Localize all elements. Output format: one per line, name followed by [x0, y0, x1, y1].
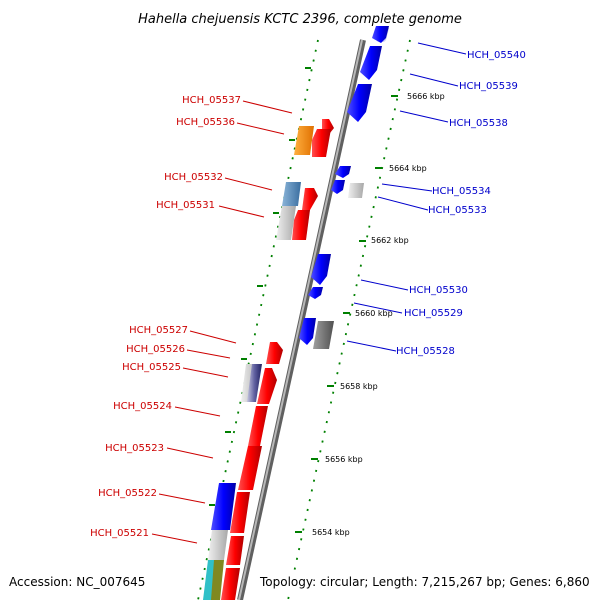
gene-label[interactable]: HCH_05522 — [98, 488, 157, 499]
scale-ticks — [209, 67, 398, 533]
gene-label[interactable]: HCH_05530 — [409, 285, 468, 296]
leader-lines-left — [151, 100, 293, 544]
gene-hch-05536-orange[interactable] — [294, 126, 314, 155]
gene-label[interactable]: HCH_05528 — [396, 346, 455, 357]
gene-label[interactable]: HCH_05539 — [459, 81, 518, 92]
gene-hch-05533[interactable] — [348, 183, 364, 198]
gene-hch-05534[interactable] — [335, 166, 351, 178]
gene-label[interactable]: HCH_05521 — [90, 528, 149, 539]
gene-label[interactable]: HCH_05529 — [404, 308, 463, 319]
tick-label: 5666 kbp — [407, 92, 445, 101]
gene-label[interactable]: HCH_05531 — [156, 200, 215, 211]
gene-hch-05522[interactable] — [230, 492, 250, 533]
gene-label[interactable]: HCH_05532 — [164, 172, 223, 183]
gene-hch-05521-grey[interactable] — [208, 530, 228, 560]
gene-bottom-red[interactable] — [221, 568, 240, 600]
gene-hch-05538[interactable] — [347, 84, 372, 122]
gene-hch-05532-red[interactable] — [302, 188, 318, 210]
genome-backbone — [237, 39, 366, 600]
gene-label[interactable]: HCH_05537 — [182, 95, 241, 106]
gene-label[interactable]: HCH_05540 — [467, 50, 526, 61]
genome-summary: Topology: circular; Length: 7,215,267 bp… — [259, 575, 590, 589]
map-title: Hahella chejuensis KCTC 2396, complete g… — [138, 12, 462, 27]
gene-olive[interactable] — [211, 560, 224, 600]
tick-label: 5664 kbp — [389, 164, 427, 173]
tick-labels: 5666 kbp 5664 kbp 5662 kbp 5660 kbp 5658… — [312, 92, 445, 537]
gene-label[interactable]: HCH_05527 — [129, 325, 188, 336]
gene-label[interactable]: HCH_05525 — [122, 362, 181, 373]
accession-label: Accession: NC_007645 — [9, 575, 145, 589]
gene-hch-05540-arrow[interactable] — [372, 26, 389, 43]
gene-hch-05528-operon[interactable] — [313, 321, 334, 349]
gene-hch-05521[interactable] — [226, 536, 244, 565]
gene-hch-05525[interactable] — [247, 364, 262, 402]
gene-label[interactable]: HCH_05533 — [428, 205, 487, 216]
gene-hch-05532[interactable] — [282, 182, 301, 206]
leader-lines-right — [346, 42, 467, 352]
tick-label: 5656 kbp — [325, 455, 363, 464]
gene-labels-left: HCH_05537 HCH_05536 HCH_05532 HCH_05531 … — [90, 95, 241, 539]
tick-label: 5662 kbp — [371, 236, 409, 245]
tick-label: 5660 kbp — [355, 309, 393, 318]
gene-hch-05539[interactable] — [360, 46, 382, 80]
gene-hch-05536[interactable] — [312, 129, 331, 157]
gene-label[interactable]: HCH_05536 — [176, 117, 235, 128]
gene-hch-05531-grey[interactable] — [276, 206, 296, 240]
gene-hch-05524[interactable] — [248, 406, 268, 446]
gene-hch-05527[interactable] — [266, 342, 283, 364]
gene-hch-05528[interactable] — [299, 318, 316, 345]
gene-labels-right: HCH_05540 HCH_05539 HCH_05538 HCH_05534 … — [396, 50, 526, 357]
gene-hch-05525-red[interactable] — [257, 368, 277, 404]
reverse-strand-genes — [299, 26, 389, 349]
gene-hch-05533-arrow[interactable] — [331, 180, 345, 194]
gene-hch-05531[interactable] — [292, 210, 310, 240]
gene-label[interactable]: HCH_05526 — [126, 344, 185, 355]
forward-strand-genes — [203, 119, 334, 600]
gene-hch-05523[interactable] — [238, 446, 262, 490]
gene-hch-05530[interactable] — [311, 254, 331, 285]
gene-label[interactable]: HCH_05523 — [105, 443, 164, 454]
gene-hch-05522-blue[interactable] — [211, 483, 236, 530]
tick-label: 5658 kbp — [340, 382, 378, 391]
gene-label[interactable]: HCH_05534 — [432, 186, 491, 197]
tick-label: 5654 kbp — [312, 528, 350, 537]
footer-right-bg — [255, 570, 600, 594]
footer-left-bg — [0, 570, 155, 594]
gene-label[interactable]: HCH_05538 — [449, 118, 508, 129]
gene-hch-05529[interactable] — [308, 287, 323, 299]
gene-label[interactable]: HCH_05524 — [113, 401, 172, 412]
